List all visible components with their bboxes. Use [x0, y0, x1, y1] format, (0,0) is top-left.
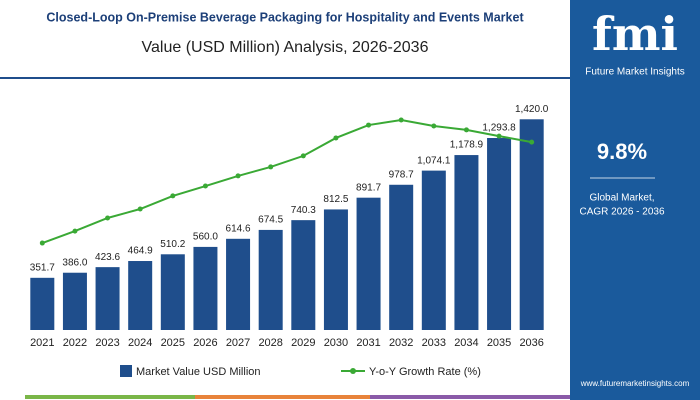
- data-label: 351.7: [30, 262, 55, 273]
- growth-point: [300, 153, 306, 159]
- bar: [356, 197, 381, 330]
- x-tick-label: 2036: [519, 337, 543, 349]
- growth-point: [529, 139, 535, 145]
- bar: [454, 155, 479, 330]
- data-label: 812.5: [323, 194, 348, 205]
- growth-point: [202, 183, 208, 189]
- x-tick-label: 2027: [226, 337, 250, 349]
- growth-point: [496, 133, 502, 139]
- bar: [519, 119, 544, 331]
- growth-point: [72, 228, 78, 234]
- x-tick-label: 2035: [487, 337, 511, 349]
- x-tick-label: 2030: [324, 337, 348, 349]
- data-label: 614.6: [226, 223, 251, 234]
- data-label: 510.2: [160, 239, 185, 250]
- strip: [25, 395, 195, 399]
- bar: [193, 246, 218, 330]
- bar: [258, 229, 283, 330]
- logo: fmi: [592, 7, 678, 61]
- data-label: 1,420.0: [515, 104, 549, 115]
- data-label: 464.9: [128, 246, 153, 257]
- growth-point: [268, 164, 274, 170]
- bar: [291, 220, 316, 330]
- x-tick-label: 2026: [193, 337, 217, 349]
- growth-point: [366, 122, 372, 128]
- bar: [160, 254, 185, 330]
- data-label: 1,293.8: [482, 123, 516, 134]
- growth-point: [137, 206, 143, 212]
- data-label: 740.3: [291, 205, 316, 216]
- growth-point: [333, 135, 339, 141]
- x-tick-label: 2022: [63, 337, 87, 349]
- x-tick-label: 2033: [422, 337, 446, 349]
- bar: [421, 170, 446, 330]
- side-panel: [570, 0, 700, 400]
- x-tick-label: 2034: [454, 337, 478, 349]
- data-label: 423.6: [95, 252, 120, 263]
- bar: [128, 261, 153, 330]
- growth-point: [235, 173, 241, 179]
- legend-swatch: [350, 368, 356, 374]
- growth-point: [39, 240, 45, 246]
- data-label: 674.5: [258, 215, 283, 226]
- growth-point: [398, 117, 404, 123]
- cagr-label: CAGR 2026 - 2036: [579, 207, 664, 218]
- bar: [323, 209, 348, 330]
- bar: [95, 267, 120, 330]
- bar: [226, 238, 251, 330]
- cagr-label: Global Market,: [589, 193, 654, 204]
- data-label: 1,178.9: [450, 140, 484, 151]
- growth-line: [41, 118, 532, 244]
- data-label: 386.0: [62, 257, 87, 268]
- legend-label: Market Value USD Million: [136, 366, 261, 378]
- x-tick-label: 2023: [95, 337, 119, 349]
- growth-point: [105, 215, 111, 221]
- bar: [62, 272, 87, 330]
- growth-point: [170, 193, 176, 199]
- data-label: 978.7: [389, 169, 414, 180]
- x-tick-label: 2025: [161, 337, 185, 349]
- cagr-value: 9.8%: [597, 139, 647, 164]
- growth-point: [463, 127, 469, 133]
- x-tick-label: 2031: [356, 337, 380, 349]
- chart-subtitle: Value (USD Million) Analysis, 2026-2036: [142, 39, 429, 56]
- chart-title: Closed-Loop On-Premise Beverage Packagin…: [46, 10, 524, 24]
- legend-label: Y-o-Y Growth Rate (%): [369, 366, 481, 378]
- brand: Future Market Insights: [585, 67, 684, 78]
- data-label: 891.7: [356, 182, 381, 193]
- x-tick-label: 2028: [258, 337, 282, 349]
- x-tick-label: 2024: [128, 337, 152, 349]
- bar: [30, 277, 55, 330]
- x-tick-label: 2032: [389, 337, 413, 349]
- x-tick-label: 2021: [30, 337, 54, 349]
- legend-swatch: [120, 365, 132, 377]
- x-tick-label: 2029: [291, 337, 315, 349]
- strip: [195, 395, 370, 399]
- data-label: 1,074.1: [417, 155, 451, 166]
- strip: [370, 395, 570, 399]
- data-label: 560.0: [193, 232, 218, 243]
- bar: [389, 184, 414, 330]
- bar: [487, 138, 512, 330]
- growth-point: [431, 123, 437, 129]
- url: www.futuremarketinsights.com: [580, 379, 690, 388]
